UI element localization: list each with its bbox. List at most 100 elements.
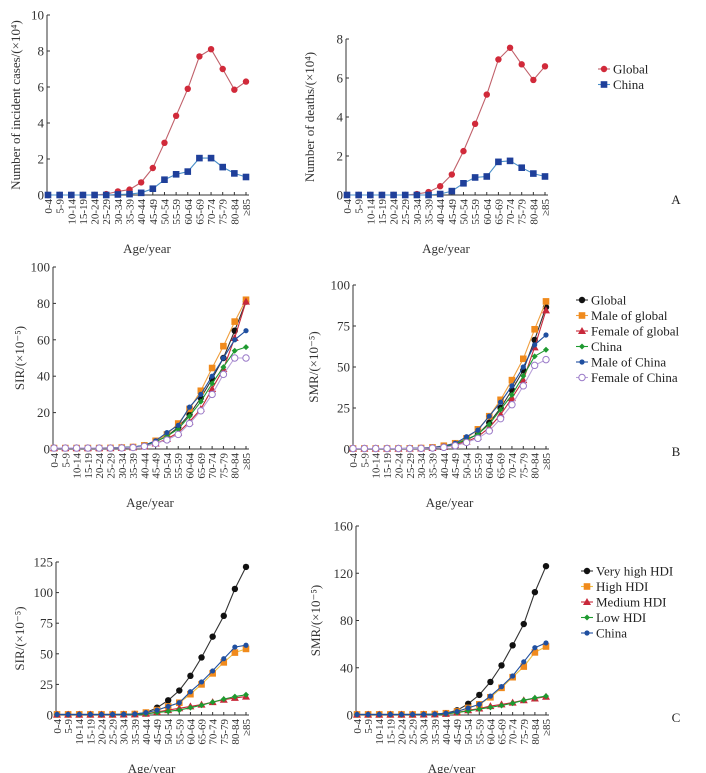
series-line (353, 359, 547, 450)
data-point (508, 401, 516, 409)
data-point (65, 711, 71, 717)
data-point (520, 620, 527, 628)
data-point (510, 673, 516, 679)
data-point (530, 170, 537, 177)
x-tick-label: 80-84 (530, 719, 542, 745)
y-tick-label: 120 (334, 566, 354, 581)
data-point (541, 63, 549, 70)
data-point (443, 710, 449, 716)
y-tick-label: 0 (344, 442, 351, 457)
y-tick-label: 25 (40, 677, 53, 692)
x-tick-label: 60-64 (183, 199, 195, 225)
data-point (531, 694, 538, 701)
series-line (48, 48, 247, 196)
y-tick-label: 8 (337, 32, 344, 47)
series-global (349, 303, 550, 452)
data-point (197, 398, 204, 405)
data-point (164, 430, 170, 436)
x-tick-label: 55-59 (470, 199, 482, 225)
y-axis-label: SIR/(×10⁻⁵) (12, 606, 27, 670)
y-tick-label: 25 (337, 401, 350, 416)
data-point (50, 444, 58, 452)
data-point (220, 364, 227, 371)
x-tick-label: 45-49 (452, 719, 464, 745)
y-axis-label: SMR/(×10⁻⁵) (308, 585, 323, 656)
data-point (231, 86, 238, 93)
data-point (421, 711, 427, 717)
data-point (471, 174, 479, 181)
series-line (347, 160, 546, 196)
data-point (118, 444, 126, 452)
y-tick-label: 0 (44, 442, 51, 457)
series-line (57, 648, 247, 715)
data-point (209, 633, 216, 640)
data-point (198, 391, 204, 397)
x-tick-label: 15-19 (377, 199, 389, 225)
legend-item: Female of China (576, 370, 678, 385)
x-tick-label: 35-39 (424, 199, 436, 225)
data-point (137, 189, 145, 197)
legend-label: Global (591, 293, 627, 308)
y-tick-label: 20 (37, 405, 50, 420)
y-tick-label: 8 (38, 44, 45, 59)
data-point (161, 176, 168, 183)
x-tick-label: 65-69 (197, 719, 209, 745)
legend-label: High HDI (596, 579, 648, 594)
x-tick-label: 80-84 (530, 453, 542, 479)
x-tick-label: 75-79 (218, 453, 230, 479)
data-point (542, 298, 550, 305)
y-tick-label: 0 (347, 708, 354, 723)
data-point (436, 183, 444, 190)
y-tick-label: 80 (37, 296, 50, 311)
data-point (409, 711, 416, 718)
data-point (209, 380, 216, 387)
data-point (231, 693, 238, 700)
legend-item: Medium HDI (581, 595, 666, 610)
legend-item: Global (598, 62, 649, 77)
panel-letter: C (672, 710, 681, 725)
x-tick-label: 10-14 (365, 199, 377, 225)
data-point (508, 376, 516, 384)
data-point (476, 706, 483, 713)
data-point (161, 139, 168, 146)
data-point (471, 120, 479, 128)
data-point (95, 444, 103, 452)
data-point (432, 711, 438, 717)
legend-marker (583, 598, 591, 605)
data-point (498, 684, 505, 690)
data-point (198, 702, 205, 709)
data-point (76, 711, 82, 717)
series-male-of-global (50, 296, 250, 452)
legend-item: China (598, 77, 644, 92)
legend-item: Very high HDI (581, 564, 673, 579)
data-point (207, 46, 215, 53)
y-axis-label: SIR/(×10⁻⁵) (12, 326, 27, 390)
x-tick-label: 60-64 (185, 719, 197, 745)
legend-label: China (613, 77, 644, 92)
data-point (232, 644, 238, 650)
data-point (72, 444, 81, 452)
series-china (354, 640, 549, 718)
data-point (509, 700, 516, 707)
x-tick-label: 40-44 (439, 453, 451, 479)
data-point (87, 711, 93, 717)
data-point (475, 427, 481, 433)
legend-item: China (576, 339, 622, 354)
data-point (532, 645, 538, 651)
x-tick-label: 20-24 (393, 453, 405, 479)
x-tick-label: 0-4 (43, 199, 55, 214)
x-tick-label: 50-54 (163, 719, 175, 745)
legend-marker (583, 567, 591, 575)
x-tick-label: 45-49 (450, 453, 462, 479)
x-tick-label: 70-74 (505, 199, 517, 225)
legend-item: Female of global (576, 324, 679, 339)
y-tick-label: 75 (337, 319, 350, 334)
data-point (531, 325, 538, 333)
data-point (497, 406, 504, 413)
data-point (532, 342, 538, 348)
legend-marker (578, 373, 586, 382)
